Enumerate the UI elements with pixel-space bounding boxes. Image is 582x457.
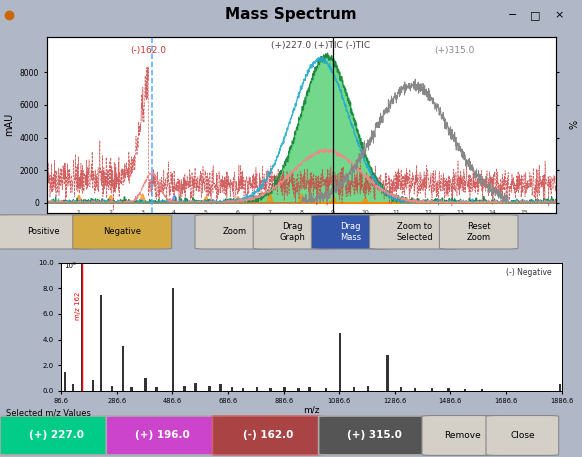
Text: Reset
Zoom: Reset Zoom <box>467 222 491 242</box>
Text: 12: 12 <box>424 210 432 215</box>
Text: 11: 11 <box>393 210 400 215</box>
Text: 2: 2 <box>108 210 112 215</box>
Text: 10: 10 <box>361 210 369 215</box>
Bar <box>208 386 211 391</box>
FancyBboxPatch shape <box>212 416 325 455</box>
Text: 9: 9 <box>331 210 335 215</box>
Text: (-) Negative: (-) Negative <box>506 268 552 277</box>
Text: 10⁰: 10⁰ <box>65 263 76 269</box>
Y-axis label: mAU: mAU <box>4 113 14 136</box>
FancyBboxPatch shape <box>422 415 503 456</box>
Text: Remove: Remove <box>444 431 481 440</box>
Bar <box>111 386 113 391</box>
FancyBboxPatch shape <box>311 215 390 249</box>
Text: (-)162.0: (-)162.0 <box>130 46 166 55</box>
Text: 6: 6 <box>236 210 239 215</box>
Text: ×: × <box>554 10 563 20</box>
Text: 3: 3 <box>140 210 144 215</box>
Text: Drag
Mass: Drag Mass <box>340 222 361 242</box>
Text: Close: Close <box>510 431 535 440</box>
FancyBboxPatch shape <box>439 215 518 249</box>
Text: (+)315.0: (+)315.0 <box>434 46 474 55</box>
Bar <box>183 386 186 391</box>
Bar <box>144 378 147 391</box>
Text: (+)227.0 (+)TIC (-)TIC: (+)227.0 (+)TIC (-)TIC <box>271 41 370 50</box>
Bar <box>81 263 83 391</box>
FancyBboxPatch shape <box>195 215 274 249</box>
Bar <box>325 388 327 391</box>
Bar <box>481 389 483 391</box>
FancyBboxPatch shape <box>486 415 559 456</box>
Bar <box>448 388 450 391</box>
Bar <box>386 355 389 391</box>
Text: 7: 7 <box>267 210 271 215</box>
Text: Drag
Graph: Drag Graph <box>279 222 306 242</box>
FancyBboxPatch shape <box>0 416 112 455</box>
Bar <box>308 387 311 391</box>
Bar <box>431 388 433 391</box>
Text: 5: 5 <box>204 210 208 215</box>
Text: Negative: Negative <box>103 228 141 236</box>
Bar <box>72 384 74 391</box>
FancyBboxPatch shape <box>253 215 332 249</box>
Bar <box>242 388 244 391</box>
Bar <box>559 384 561 391</box>
Bar <box>230 387 233 391</box>
Text: Selected m/z Values: Selected m/z Values <box>6 408 91 417</box>
Bar <box>63 372 66 391</box>
FancyBboxPatch shape <box>0 215 93 249</box>
X-axis label: m/z: m/z <box>303 406 320 415</box>
FancyBboxPatch shape <box>73 215 172 249</box>
Bar <box>297 388 300 391</box>
Text: (+) 227.0: (+) 227.0 <box>29 430 84 441</box>
Text: 15: 15 <box>520 210 528 215</box>
Text: (+) 315.0: (+) 315.0 <box>347 430 402 441</box>
Text: (+) 196.0: (+) 196.0 <box>135 430 190 441</box>
Bar <box>194 383 197 391</box>
Text: Zoom: Zoom <box>222 228 246 236</box>
Bar <box>100 295 102 391</box>
Bar <box>339 333 341 391</box>
Bar <box>172 288 175 391</box>
Bar <box>414 388 416 391</box>
Bar <box>155 387 158 391</box>
Text: □: □ <box>530 10 541 20</box>
Bar <box>91 381 94 391</box>
FancyBboxPatch shape <box>370 215 460 249</box>
Text: Mass Spectrum: Mass Spectrum <box>225 7 357 22</box>
Bar <box>130 387 133 391</box>
Text: 4: 4 <box>172 210 176 215</box>
Text: −: − <box>508 10 517 20</box>
FancyBboxPatch shape <box>319 416 431 455</box>
Text: m/z 162: m/z 162 <box>75 292 81 320</box>
Bar <box>283 387 286 391</box>
Text: 13: 13 <box>456 210 464 215</box>
Text: Zoom to
Selected: Zoom to Selected <box>396 222 433 242</box>
Bar <box>219 384 222 391</box>
Bar <box>400 387 402 391</box>
Bar <box>269 388 272 391</box>
Bar <box>353 387 355 391</box>
Y-axis label: %: % <box>569 120 579 129</box>
Text: 8: 8 <box>299 210 303 215</box>
Bar <box>255 387 258 391</box>
Text: 14: 14 <box>488 210 496 215</box>
Bar <box>367 386 369 391</box>
Text: 1: 1 <box>76 210 80 215</box>
FancyBboxPatch shape <box>106 416 218 455</box>
Text: (-) 162.0: (-) 162.0 <box>243 430 294 441</box>
Text: Positive: Positive <box>27 228 60 236</box>
Bar <box>122 346 125 391</box>
Bar <box>464 389 466 391</box>
